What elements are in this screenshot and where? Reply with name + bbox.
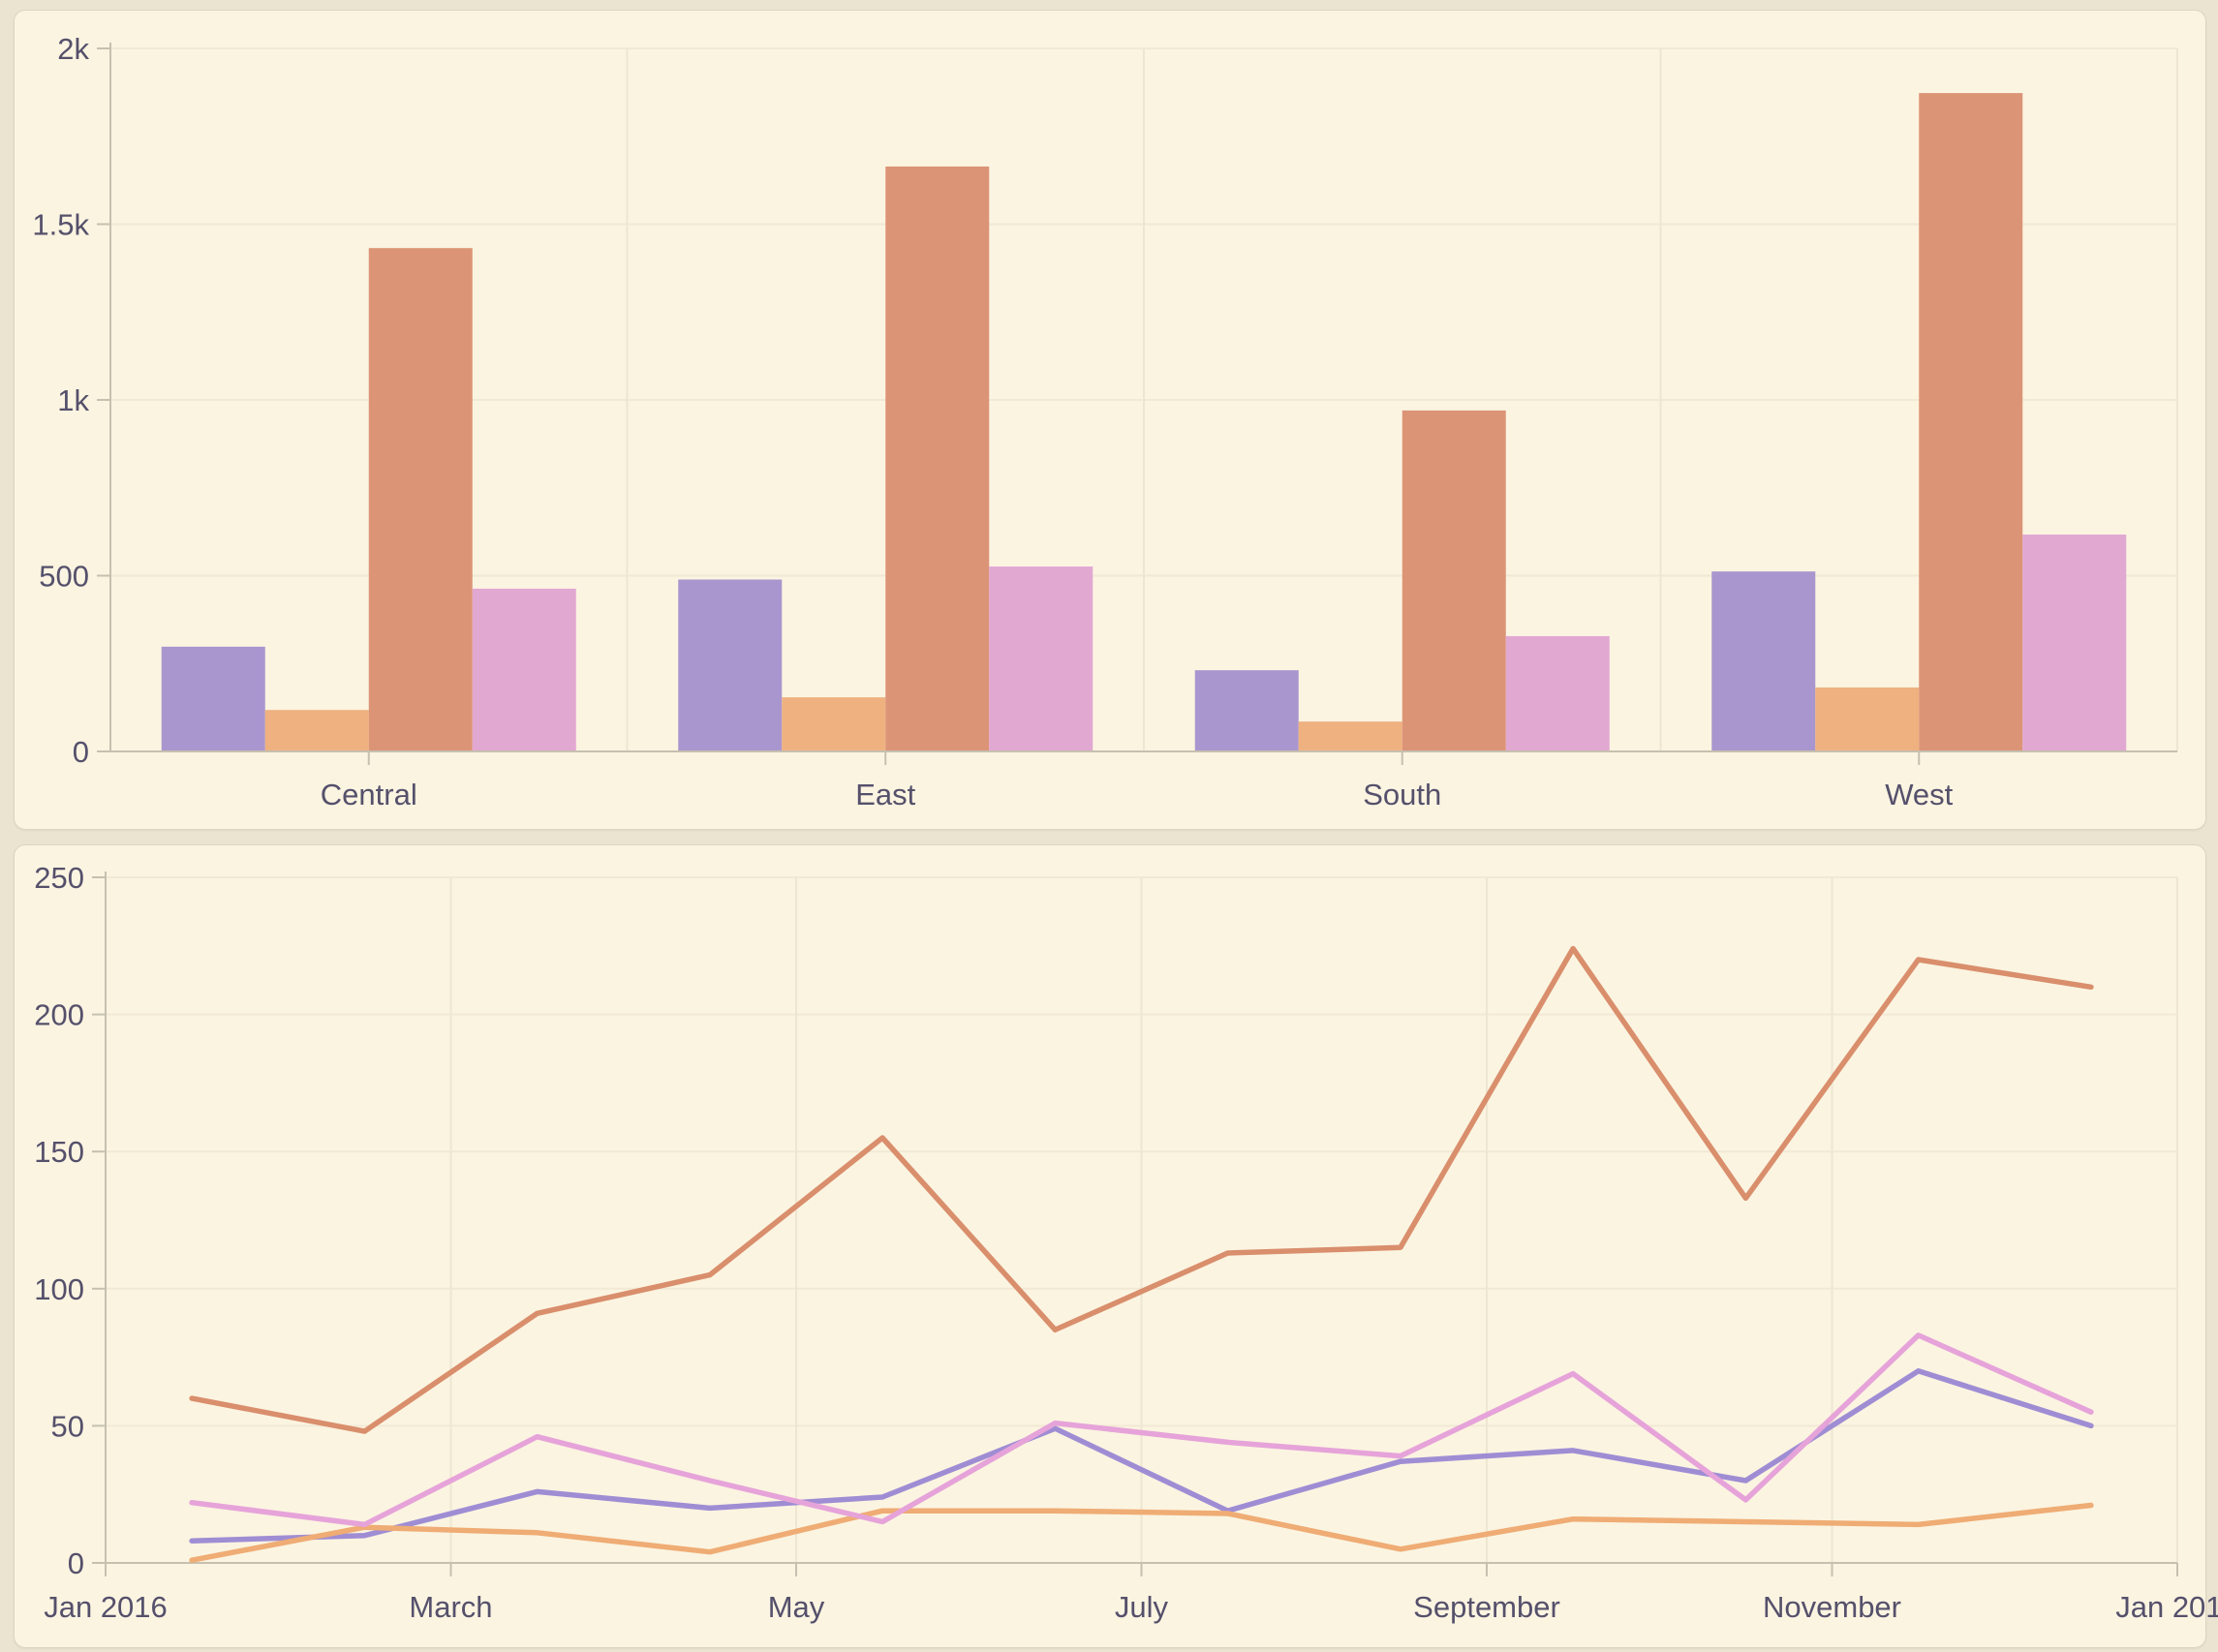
bar-west-salmon (1919, 93, 2023, 751)
y-tick-label: 150 (34, 1135, 84, 1169)
y-tick-label: 500 (39, 560, 89, 594)
bar-west-light-orange (1815, 687, 1920, 751)
x-tick-label: November (1763, 1590, 1901, 1624)
bar-east-light-orange (782, 697, 886, 751)
bar-west-pink (2022, 535, 2127, 751)
x-tick-label: West (1885, 778, 1953, 811)
bar-central-purple (161, 646, 265, 751)
x-tick-label: Central (321, 778, 417, 811)
bar-east-pink (989, 566, 1094, 751)
y-tick-label: 100 (34, 1272, 84, 1306)
bar-east-purple (678, 579, 783, 751)
y-tick-label: 1k (57, 383, 89, 417)
y-tick-label: 50 (51, 1409, 84, 1443)
line-pink (189, 1332, 2094, 1528)
y-tick-label: 250 (34, 861, 84, 895)
line-chart: 0 50 100 150 200 250 Jan 2016 March May July Septe… (34, 861, 2218, 1624)
x-tick-label: Jan 2016 (44, 1590, 168, 1624)
bar-central-pink (472, 588, 576, 751)
line-light-orange (189, 1502, 2094, 1563)
y-tick-label: 200 (34, 998, 84, 1032)
bar-chart: 0 500 1k 1.5k 2k Central East South West (32, 32, 2178, 811)
bar-west-purple (1711, 571, 1816, 751)
line-purple (189, 1368, 2094, 1545)
bar-south-salmon (1402, 410, 1506, 751)
x-tick-label: May (768, 1590, 825, 1624)
bar-south-light-orange (1298, 721, 1402, 751)
x-tick-label: July (1115, 1590, 1169, 1624)
bar-east-salmon (885, 166, 990, 751)
bar-central-salmon (368, 248, 473, 751)
line-chart-panel: 0 50 100 150 200 250 Jan 2016 March May July Septe… (14, 844, 2218, 1648)
x-tick-label: Jan 2017 (2115, 1590, 2218, 1624)
y-tick-label: 0 (68, 1546, 84, 1580)
x-tick-label: March (409, 1590, 492, 1624)
y-tick-label: 2k (57, 32, 89, 66)
bar-south-purple (1194, 670, 1299, 751)
bar-central-light-orange (264, 710, 369, 751)
x-tick-label: September (1413, 1590, 1560, 1624)
y-tick-label: 0 (73, 735, 89, 769)
bar-chart-panel: 0 500 1k 1.5k 2k Central East South West (14, 10, 2206, 830)
bar-south-pink (1505, 635, 1610, 751)
y-tick-label: 1.5k (32, 208, 89, 242)
line-salmon (189, 945, 2094, 1434)
x-tick-label: South (1363, 778, 1441, 811)
x-tick-label: East (855, 778, 915, 811)
